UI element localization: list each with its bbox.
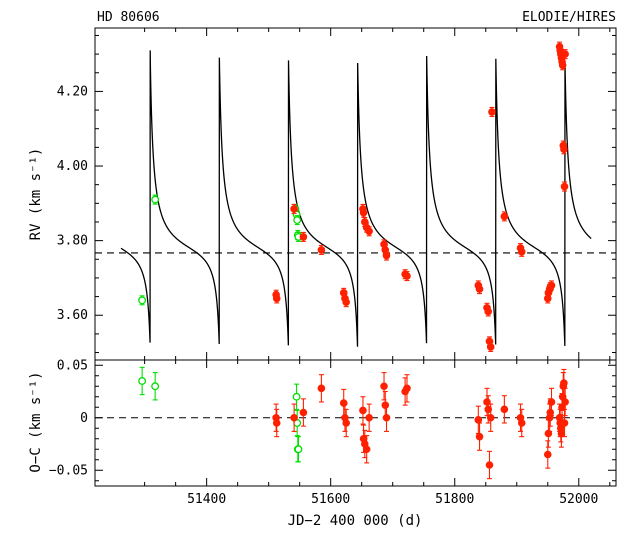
series-hires: [272, 41, 569, 352]
data-point: [151, 195, 160, 204]
x-tick-label: 51400: [187, 492, 226, 507]
data-point: [317, 246, 326, 254]
data-point: [272, 294, 281, 303]
data-point: [317, 384, 326, 393]
series-hires: [272, 368, 569, 480]
data-point: [359, 406, 367, 415]
data-point: [557, 429, 566, 438]
data-point: [365, 413, 373, 422]
series-elodie: [138, 366, 303, 463]
series-elodie: [138, 194, 303, 306]
data-point: [547, 281, 556, 290]
data-point: [561, 50, 569, 58]
model-curve: [120, 50, 592, 347]
data-point: [543, 450, 552, 459]
rv-panel: 3.60 3.80 4.00 4.20: [57, 28, 616, 360]
data-point: [403, 384, 411, 393]
data-point: [380, 382, 388, 391]
rv-y-axis-label: RV (km s⁻¹): [28, 148, 44, 241]
data-point: [339, 399, 348, 407]
data-point: [138, 296, 147, 305]
data-point: [475, 285, 484, 293]
data-point: [272, 419, 281, 427]
data-point: [484, 405, 493, 414]
data-point: [546, 408, 555, 417]
data-point: [382, 251, 391, 260]
data-point: [381, 401, 390, 409]
data-point: [293, 216, 302, 225]
y-tick-label: −0.05: [49, 463, 88, 478]
y-tick-label: 3.80: [57, 234, 88, 249]
data-point: [560, 419, 569, 427]
data-point: [294, 445, 303, 454]
x-tick-label: 52000: [559, 492, 598, 507]
data-point: [560, 379, 568, 387]
data-point: [558, 61, 567, 70]
data-point: [517, 419, 526, 427]
data-point: [138, 377, 147, 385]
data-point: [382, 413, 391, 422]
data-point: [560, 145, 568, 154]
data-point: [485, 461, 494, 469]
data-point: [403, 272, 411, 280]
y-tick-label: 0: [80, 411, 88, 426]
data-point: [151, 382, 160, 391]
data-point: [365, 227, 373, 236]
x-tick-label: 51800: [435, 492, 474, 507]
y-tick-label: 0.05: [57, 358, 88, 373]
x-axis-label: JD−2 400 000 (d): [288, 513, 423, 529]
data-point: [290, 413, 298, 422]
data-point: [342, 298, 350, 306]
data-point: [517, 248, 526, 256]
y-tick-label: 3.60: [57, 308, 88, 323]
data-point: [299, 233, 308, 241]
data-point: [560, 182, 569, 191]
data-point: [474, 416, 483, 424]
data-point: [362, 445, 371, 454]
residual-panel: −0.05 0 0.05 51400 51600 51800 52000: [49, 358, 616, 507]
instrument-label: ELODIE/HIRES: [522, 10, 616, 25]
data-point: [486, 343, 495, 351]
star-name-label: HD 80606: [97, 10, 160, 25]
data-point: [292, 392, 301, 401]
data-point: [475, 432, 484, 441]
data-point: [500, 212, 509, 221]
data-point: [488, 108, 496, 116]
data-point: [486, 413, 495, 422]
data-point: [359, 208, 368, 217]
data-point: [299, 408, 308, 417]
x-tick-label: 51600: [311, 492, 350, 507]
data-point: [290, 205, 298, 213]
y-tick-label: 4.00: [57, 159, 88, 174]
data-point: [500, 405, 509, 414]
residual-panel-frame: [94, 359, 617, 487]
y-tick-label: 4.20: [57, 84, 88, 99]
data-point: [547, 398, 556, 406]
residual-y-axis-label: O−C (km s⁻¹): [28, 371, 44, 472]
data-point: [342, 419, 350, 427]
data-point: [561, 398, 569, 406]
data-point: [484, 307, 493, 316]
